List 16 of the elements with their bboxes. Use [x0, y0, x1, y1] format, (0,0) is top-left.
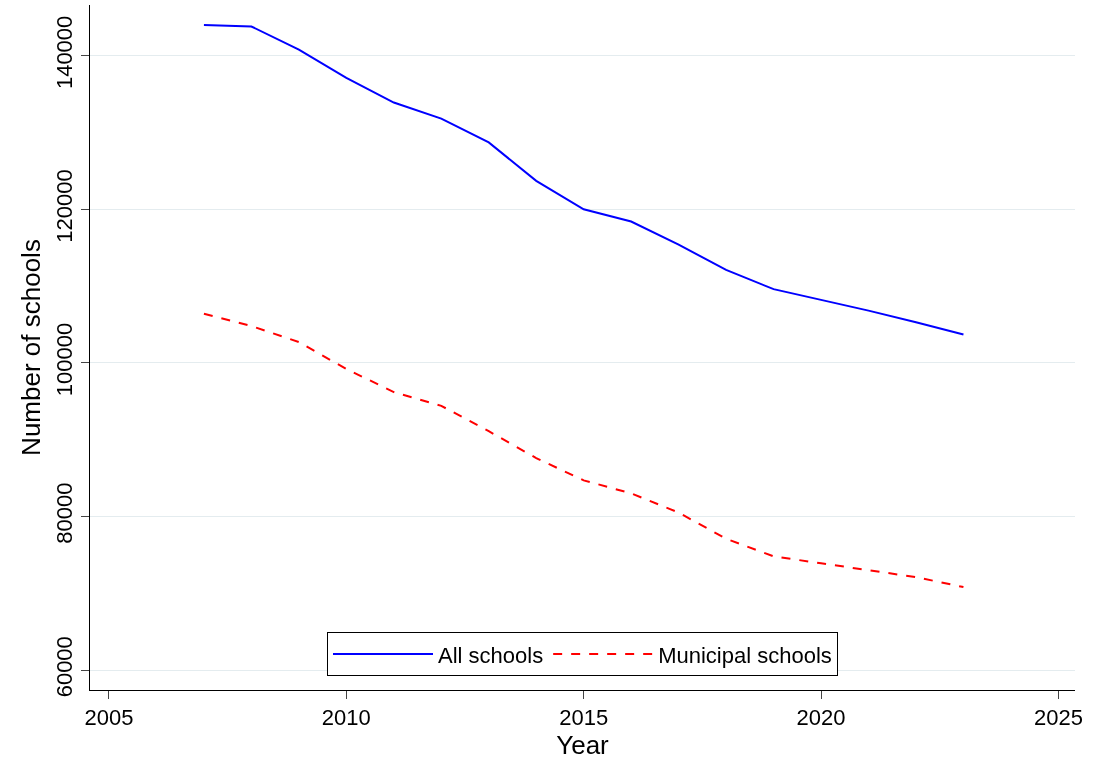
y-tick-label: 80000 [52, 482, 78, 544]
y-tick-label: 140000 [52, 15, 78, 90]
line-series [202, 312, 965, 589]
legend-label: Municipal schools [658, 642, 832, 668]
x-axis-title: Year [556, 730, 610, 760]
y-tick-label: 100000 [52, 322, 78, 397]
x-tick-label: 2015 [559, 705, 609, 731]
y-axis-title: Number of schools [15, 239, 46, 456]
legend-label: All schools [438, 642, 544, 668]
x-tick-label: 2010 [321, 705, 371, 731]
x-tick-label: 2025 [1033, 705, 1083, 731]
y-tick-label: 60000 [52, 636, 78, 698]
x-tick-label: 2020 [796, 705, 846, 731]
x-tick-label: 2005 [84, 705, 134, 731]
y-tick-label: 120000 [52, 169, 78, 243]
line-series [202, 23, 965, 336]
